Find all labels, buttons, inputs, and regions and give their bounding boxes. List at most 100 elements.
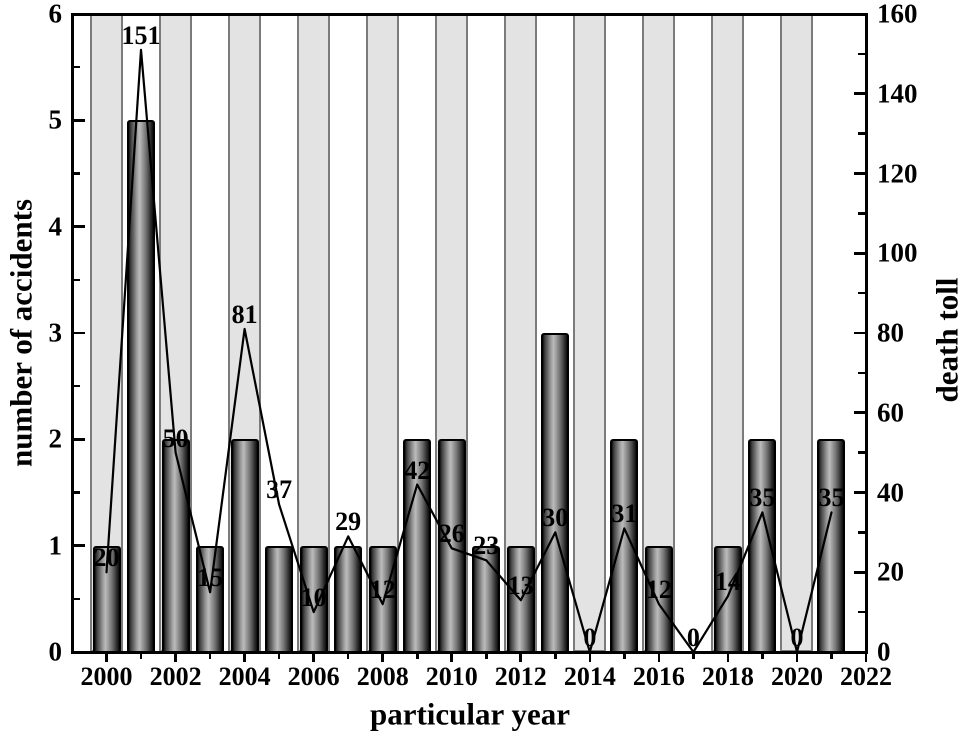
right-axis-tick [853,570,865,574]
x-axis-minor-tick [761,654,764,659]
death-toll-label-2008: 12 [369,575,396,605]
death-toll-label-2021: 35 [818,483,845,513]
left-tick-label-3: 3 [48,317,63,348]
left-axis-tick [73,491,80,494]
right-axis-tick [857,451,865,454]
death-toll-label-2005: 37 [266,475,293,505]
bar-2001 [127,120,156,654]
death-toll-label-2000: 20 [93,543,120,573]
left-axis-title: number of accidents [3,198,39,468]
death-toll-label-2018: 14 [714,567,741,597]
x-axis-title: particular year [369,696,571,732]
x-axis-major-tick [174,654,177,662]
right-tick-label-60: 60 [877,397,904,428]
left-axis-tick [73,119,85,122]
death-toll-label-2010: 26 [438,519,465,549]
bar-2007 [334,545,363,654]
right-axis-tick [857,132,865,135]
x-axis-major-tick [519,654,523,662]
left-axis-tick [73,65,80,69]
x-tick-label-2006: 2006 [287,662,340,691]
right-axis-tick [857,610,865,614]
x-axis-major-tick [381,654,384,662]
x-axis-minor-tick [554,654,557,659]
right-axis-tick [857,212,865,215]
death-toll-label-2017: 0 [686,623,700,652]
x-axis-major-tick [726,654,730,662]
x-axis-major-tick [657,654,661,662]
left-axis-tick [73,438,85,441]
x-tick-label-2022: 2022 [840,662,892,691]
left-tick-label-1: 1 [48,530,63,561]
right-tick-label-80: 80 [877,317,904,348]
left-tick-label-0: 0 [48,636,63,667]
right-tick-label-160: 160 [877,0,918,29]
x-tick-label-2020: 2020 [770,662,823,691]
death-toll-label-2019: 35 [749,483,776,513]
left-tick-label-6: 6 [48,0,63,29]
left-axis-tick [73,597,80,601]
x-tick-label-2014: 2014 [563,662,616,691]
left-axis-tick [73,12,85,16]
x-tick-label-2012: 2012 [494,662,547,691]
x-tick-label-2004: 2004 [218,662,271,691]
right-axis-tick [853,650,865,654]
left-axis-tick [73,384,80,388]
bar-2011 [472,545,501,654]
x-tick-label-2016: 2016 [632,662,685,691]
death-toll-label-2016: 12 [645,575,672,605]
death-toll-label-2020: 0 [790,623,804,652]
x-axis-major-tick [312,654,315,662]
left-axis-tick [73,650,85,654]
x-axis-minor-tick [484,654,488,659]
x-tick-label-2008: 2008 [356,662,409,691]
death-toll-label-2007: 29 [335,507,362,537]
x-tick-label-2000: 2000 [80,662,133,691]
background-band-2014 [573,14,607,652]
x-axis-minor-tick [623,654,626,659]
right-tick-label-0: 0 [877,636,891,667]
x-axis-major-tick [450,654,454,662]
right-axis-tick [853,331,865,335]
death-toll-label-2003: 15 [197,563,224,593]
right-axis-tick [853,172,865,175]
x-tick-label-2018: 2018 [701,662,754,691]
x-axis-major-tick [105,654,108,662]
bar-2013 [541,333,570,654]
x-axis-minor-tick [692,654,695,659]
death-toll-label-2013: 30 [542,503,569,533]
left-tick-label-2: 2 [48,423,63,454]
bar-2015 [610,439,639,654]
right-axis-tick [853,251,865,255]
left-tick-label-5: 5 [48,104,63,135]
right-axis-tick [853,411,865,415]
right-tick-label-20: 20 [877,556,904,587]
right-axis-tick [853,491,865,494]
right-axis-tick [853,92,865,96]
left-axis-tick [73,331,85,335]
death-toll-label-2014: 0 [583,623,597,652]
x-axis-major-tick [588,654,592,662]
x-axis-minor-tick [139,654,143,659]
death-toll-label-2012: 13 [507,571,534,601]
bar-2003 [196,545,225,654]
background-band-2020 [780,14,814,652]
right-axis-tick [857,371,865,375]
right-axis-tick [857,52,865,56]
right-tick-label-40: 40 [877,477,904,507]
left-axis-tick [73,172,80,175]
death-toll-label-2001: 151 [121,20,161,50]
right-axis-title: death toll [929,277,965,403]
bar-2021 [817,439,846,654]
x-axis-minor-tick [277,654,281,659]
x-tick-label-2002: 2002 [149,662,202,691]
x-axis-major-tick [795,654,799,662]
right-tick-label-140: 140 [877,78,918,109]
x-axis-minor-tick [346,654,350,659]
left-axis-tick [73,278,80,282]
right-tick-label-100: 100 [877,237,918,268]
death-toll-label-2002: 50 [162,423,189,453]
x-axis-minor-tick [830,654,833,659]
left-axis-tick [73,544,85,547]
bar-2019 [748,439,777,654]
